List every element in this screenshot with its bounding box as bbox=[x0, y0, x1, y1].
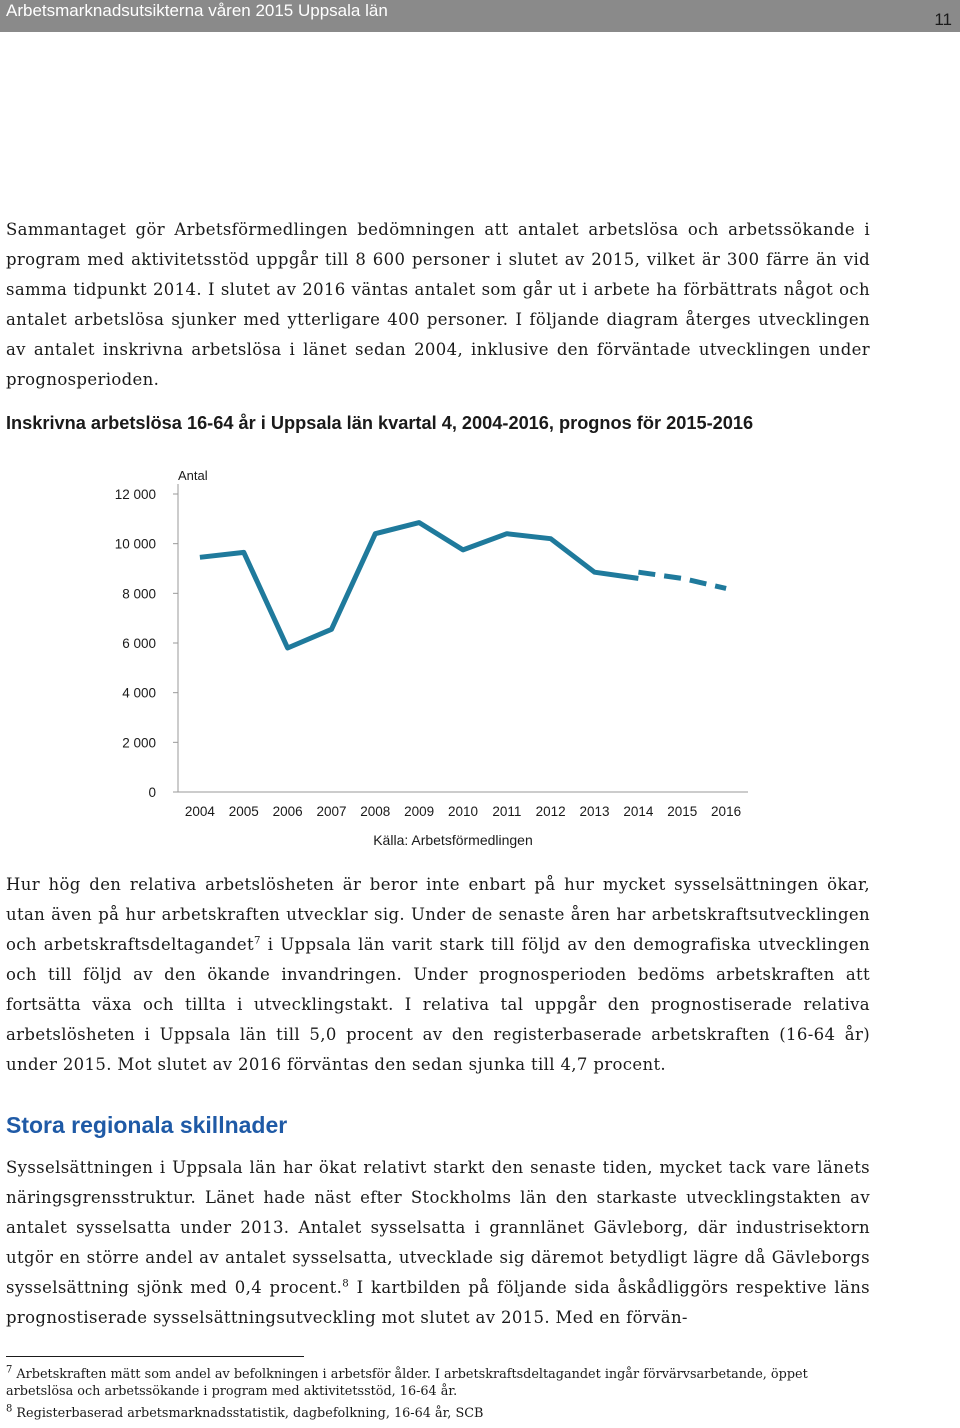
x-tick-label: 2012 bbox=[536, 804, 566, 819]
x-tick-label: 2013 bbox=[580, 804, 610, 819]
x-tick-label: 2008 bbox=[360, 804, 390, 819]
x-tick-label: 2014 bbox=[623, 804, 654, 819]
x-tick-label: 2007 bbox=[316, 804, 346, 819]
footnote-8-number: 8 bbox=[6, 1403, 13, 1415]
x-tick-label: 2016 bbox=[711, 804, 741, 819]
page-number: 11 bbox=[934, 10, 952, 29]
line-chart: 0 2 000 4 000 6 000 8 000 10 000 12 000 Antal 20… bbox=[115, 468, 748, 848]
document-title: Arbetsmarknadsutsikterna våren 2015 Upps… bbox=[6, 1, 388, 20]
y-tick-label: 10 000 bbox=[115, 537, 156, 552]
y-tick-label: 0 bbox=[148, 785, 156, 800]
regional-text-2: I kartbilden på följande sida åskådliggö… bbox=[6, 1278, 870, 1327]
chart-source: Källa: Arbetsförmedlingen bbox=[373, 832, 533, 848]
forecast-series-line bbox=[638, 569, 727, 591]
footnote-7-number: 7 bbox=[6, 1364, 13, 1376]
footnote-ref-8: 8 bbox=[342, 1278, 350, 1290]
footnote-divider bbox=[6, 1356, 304, 1357]
x-tick-label: 2006 bbox=[273, 804, 303, 819]
x-tick-label: 2015 bbox=[667, 804, 697, 819]
y-tick-label: 2 000 bbox=[122, 735, 156, 750]
x-tick-label: 2010 bbox=[448, 804, 478, 819]
y-tick-label: 4 000 bbox=[122, 686, 156, 701]
y-tick-label: 6 000 bbox=[122, 636, 156, 651]
chart-container: 0 2 000 4 000 6 000 8 000 10 000 12 000 Antal 20… bbox=[0, 462, 960, 862]
x-tick-label: 2009 bbox=[404, 804, 434, 819]
chart-heading: Inskrivna arbetslösa 16-64 år i Uppsala … bbox=[6, 413, 754, 433]
y-tick-label: 12 000 bbox=[115, 487, 156, 502]
footnote-7: 7 Arbetskraften mätt som andel av befolk… bbox=[6, 1364, 846, 1400]
actual-series-line bbox=[199, 520, 639, 651]
labour-force-paragraph: Hur hög den relativa arbetslösheten är b… bbox=[6, 870, 870, 1080]
intro-paragraph: Sammantaget gör Arbetsförmedlingen bedöm… bbox=[6, 220, 870, 389]
x-tick-label: 2005 bbox=[229, 804, 259, 819]
footnote-8: 8 Registerbaserad arbetsmarknadsstatisti… bbox=[6, 1403, 846, 1422]
labour-force-text-2: i Uppsala län varit stark till följd av … bbox=[6, 935, 870, 1074]
footnote-8-text: Registerbaserad arbetsmarknadsstatistik,… bbox=[16, 1406, 484, 1421]
labour-force-text-1: Hur hög den relativa arbetslösheten är b… bbox=[6, 875, 870, 954]
page-header: Arbetsmarknadsutsikterna våren 2015 Upps… bbox=[0, 0, 960, 32]
x-tick-label: 2004 bbox=[185, 804, 216, 819]
y-axis-label: Antal bbox=[178, 468, 208, 483]
regional-paragraph: Sysselsättningen i Uppsala län har ökat … bbox=[6, 1153, 870, 1333]
regional-text-1: Sysselsättningen i Uppsala län har ökat … bbox=[6, 1158, 870, 1297]
x-tick-label: 2011 bbox=[492, 804, 521, 819]
footnote-7-text: Arbetskraften mätt som andel av befolkni… bbox=[6, 1367, 808, 1399]
section-heading: Stora regionala skillnader bbox=[6, 1112, 288, 1138]
y-tick-label: 8 000 bbox=[122, 586, 156, 601]
footnote-ref-7: 7 bbox=[253, 935, 261, 947]
